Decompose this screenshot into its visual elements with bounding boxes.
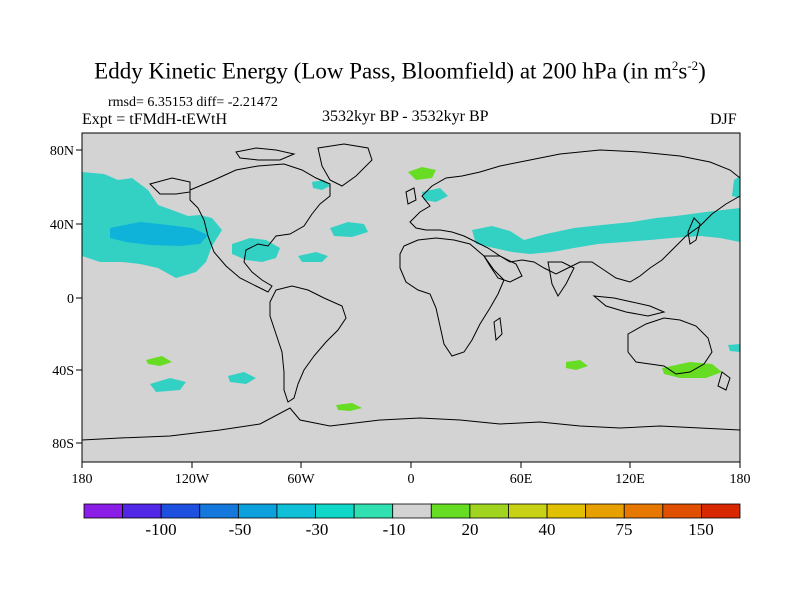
- east-pacific-extension: [732, 176, 740, 198]
- colorbar-swatch-8: [392, 503, 432, 519]
- lat-labels: 80N 40N 0 40S 80S: [50, 144, 74, 452]
- scandinavia: [408, 167, 436, 180]
- colorbar-swatch-14: [623, 503, 664, 519]
- lat-ticks: [76, 149, 82, 444]
- season-label: DJF: [710, 111, 737, 128]
- colorbar: [83, 503, 741, 519]
- north-atlantic: [330, 222, 368, 237]
- colorbar-label-m10: -10: [383, 520, 406, 539]
- north-america-coast: [189, 163, 331, 293]
- colorbar-label-m100: -100: [145, 520, 176, 539]
- colorbar-swatch-10: [469, 503, 509, 519]
- new-zealand: [717, 371, 731, 391]
- rmsd-diff-stats: rmsd= 6.35153 diff= -2.21472: [108, 95, 278, 110]
- lat-label-80n: 80N: [50, 144, 74, 159]
- uk-ireland: [405, 187, 417, 205]
- madagascar: [493, 317, 503, 342]
- lon-label-0: 0: [408, 472, 415, 487]
- lat-label-0: 0: [67, 292, 74, 307]
- colorbar-swatch-2: [160, 503, 201, 519]
- lon-ticks: [81, 462, 741, 468]
- map-background: [82, 133, 740, 462]
- south-pacific-patch-2: [150, 378, 186, 392]
- colorbar-label-m30: -30: [306, 520, 329, 539]
- colorbar-swatch-11: [508, 503, 548, 519]
- scandinavia-south: [422, 188, 448, 202]
- lat-label-40s: 40S: [52, 364, 74, 379]
- colorbar-label-20: 20: [462, 520, 479, 539]
- lat-label-40n: 40N: [50, 218, 74, 233]
- japan: [687, 217, 701, 245]
- tasman-patch: [728, 344, 740, 352]
- indonesia: [592, 295, 666, 317]
- colorbar-swatch-1: [122, 503, 162, 519]
- colorbar-labels: -100 -50 -30 -10 20 40 75 150: [145, 520, 713, 539]
- greenland: [317, 143, 373, 187]
- lon-label-60e: 60E: [510, 472, 533, 487]
- south-atlantic-green: [336, 403, 362, 411]
- lon-label-180e: 180: [730, 472, 751, 487]
- anomaly-regions: [82, 167, 740, 411]
- colorbar-label-75: 75: [616, 520, 633, 539]
- gulf-of-mexico: [232, 238, 280, 262]
- lon-label-120e: 120E: [615, 472, 645, 487]
- colorbar-label-m50: -50: [229, 520, 252, 539]
- colorbar-swatch-6: [315, 503, 355, 519]
- southern-indian-ocean: [566, 360, 588, 370]
- plot-title: Eddy Kinetic Energy (Low Pass, Bloomfiel…: [94, 58, 706, 84]
- colorbar-swatch-0: [83, 503, 123, 519]
- colorbar-label-40: 40: [539, 520, 556, 539]
- arctic-islands: [235, 147, 296, 161]
- coastlines: [81, 143, 741, 441]
- lon-label-120w: 120W: [175, 472, 210, 487]
- period-label: 3532kyr BP - 3532kyr BP: [322, 108, 489, 125]
- colorbar-swatch-4: [237, 503, 278, 519]
- colorbar-swatch-9: [430, 503, 471, 519]
- south-america-coast: [269, 285, 347, 403]
- north-atlantic-west: [298, 252, 328, 262]
- africa-coast: [399, 237, 505, 357]
- colorbar-swatch-16: [701, 503, 741, 519]
- colorbar-swatch-5: [276, 503, 316, 519]
- colorbar-swatch-13: [585, 503, 625, 519]
- alaska: [149, 177, 191, 195]
- lon-labels: 180 120W 60W 0 60E 120E 180: [72, 472, 751, 487]
- mediterranean-asia-jet: [472, 208, 740, 254]
- south-pacific-patch-1: [146, 356, 172, 366]
- colorbar-swatch-12: [546, 503, 587, 519]
- south-atlantic-patch: [228, 372, 256, 384]
- colorbar-label-150: 150: [688, 520, 714, 539]
- colorbar-swatch-15: [662, 503, 702, 519]
- australia-coast: [627, 317, 713, 375]
- antarctica-coast: [81, 407, 741, 441]
- experiment-label: Expt = tFMdH-tEWtH: [82, 111, 228, 128]
- arabia: [483, 255, 523, 283]
- colorbar-swatch-3: [199, 503, 239, 519]
- lat-label-80s: 80S: [52, 437, 74, 452]
- north-pacific-core: [110, 222, 208, 246]
- eurasia-coast: [409, 149, 741, 283]
- colorbar-swatch-7: [353, 503, 394, 519]
- lon-label-180w: 180: [72, 472, 93, 487]
- lon-label-60w: 60W: [287, 472, 315, 487]
- india: [547, 261, 575, 297]
